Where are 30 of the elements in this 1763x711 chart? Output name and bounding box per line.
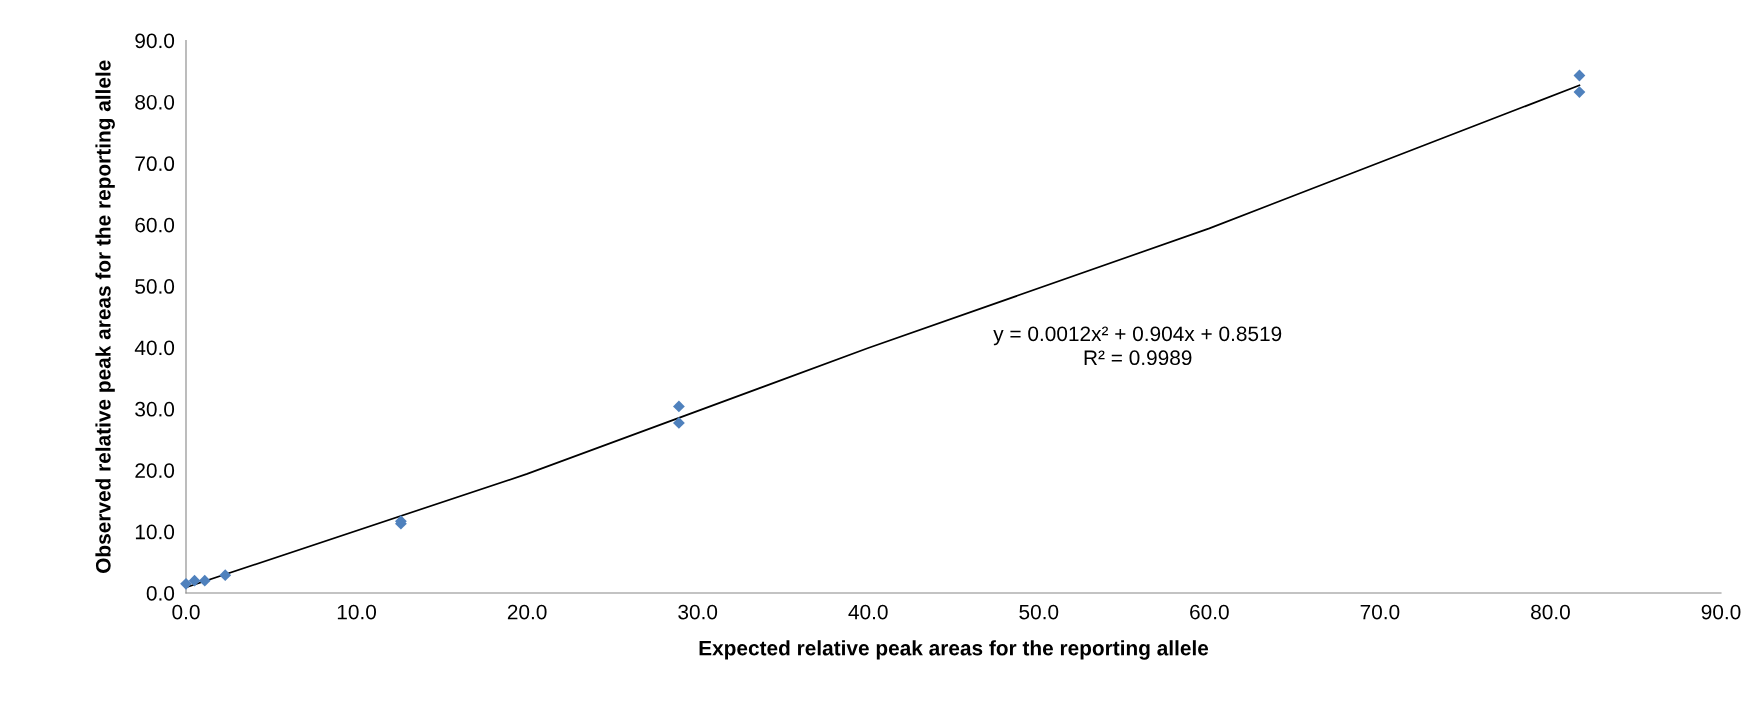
point: [180, 577, 192, 590]
x-tick-label: 80.0: [1531, 604, 1570, 620]
y-tick-label: 50.0: [135, 279, 175, 294]
x-tick-label: 10.0: [337, 604, 377, 620]
y-tick-label: 70.0: [135, 156, 175, 172]
point: [188, 574, 201, 587]
point: [673, 417, 685, 429]
point: [1573, 86, 1586, 98]
y-tick-label: 40.0: [134, 340, 175, 356]
x-tick-label: 90.0: [1701, 604, 1741, 620]
x-tick-label: 20.0: [507, 604, 547, 620]
point: [219, 569, 232, 582]
y-tick-label: 80.0: [135, 94, 175, 110]
y-tick-label: 20.0: [135, 463, 175, 478]
x-tick-label: 50.0: [1019, 604, 1059, 620]
point: [198, 574, 211, 587]
x-tick-label: 60.0: [1190, 604, 1229, 620]
y-tick-label: 90.0: [135, 33, 175, 49]
y-tick-label: 30.0: [135, 401, 175, 417]
point: [673, 400, 685, 413]
y-tick-label: 60.0: [135, 217, 175, 233]
annotation: y = 0.0012x² + 0.904x + 0.8519 R² = 0.9989: [993, 326, 1282, 366]
x-tick-label: 0.0: [172, 604, 200, 620]
x-axis-title: Expected relative peak areas for the reporting allele: [699, 640, 1209, 660]
y-axis-title: Observed relative peak areas for the reporting allele: [95, 60, 115, 573]
x-tick-label: 40.0: [848, 604, 888, 620]
y-tick-label: 0.0: [146, 586, 175, 601]
x-tick-label: 30.0: [678, 604, 718, 620]
y-tick-label: 10.0: [135, 524, 175, 540]
x-tick-label: 70.0: [1360, 604, 1400, 620]
